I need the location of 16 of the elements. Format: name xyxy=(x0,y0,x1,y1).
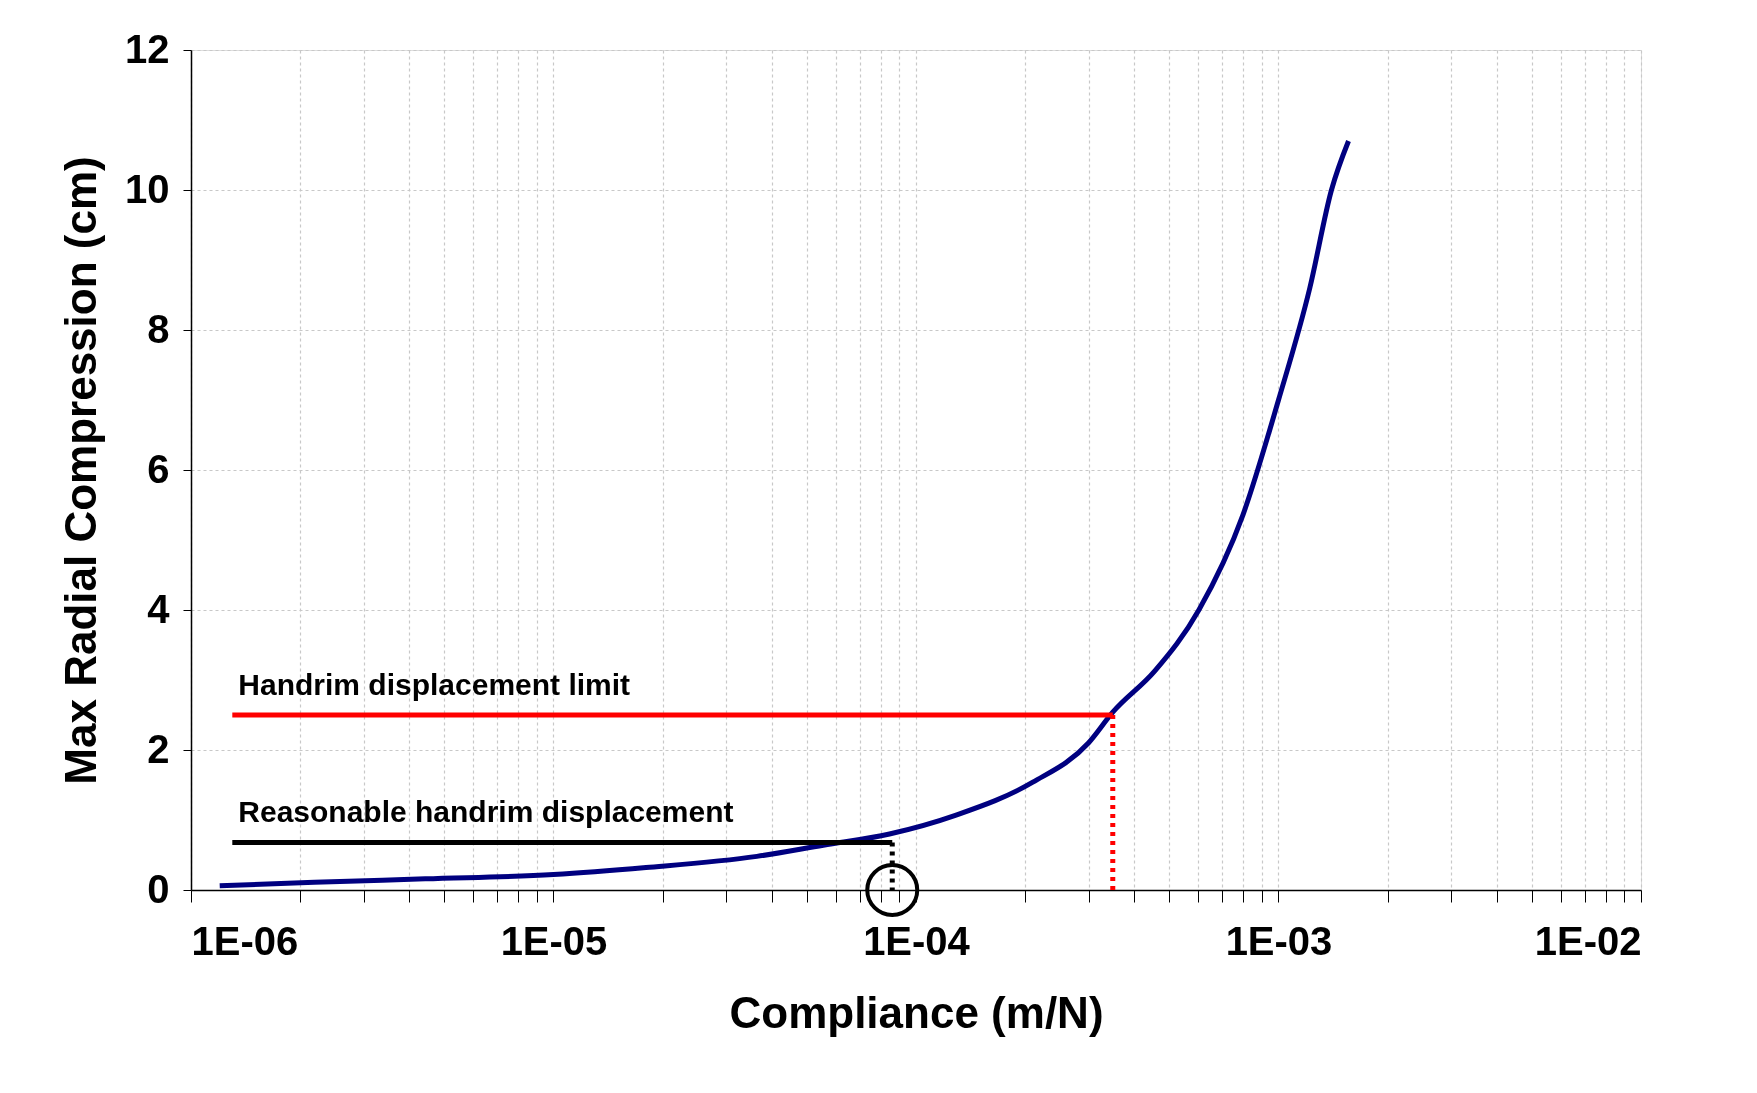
y-axis-title: Max Radial Compression (cm) xyxy=(56,156,106,785)
x-tick-label: 1E-06 xyxy=(191,918,299,963)
y-tick-label: 4 xyxy=(147,586,171,631)
y-tick-label: 10 xyxy=(125,166,170,211)
y-tick-label: 0 xyxy=(147,866,170,911)
x-tick-label: 1E-05 xyxy=(500,918,608,963)
x-tick-label: 1E-04 xyxy=(863,918,971,963)
y-tick-label: 8 xyxy=(147,306,170,351)
x-tick-label: 1E-02 xyxy=(1534,918,1642,963)
x-axis-title: Compliance (m/N) xyxy=(729,987,1104,1037)
y-tick-label: 2 xyxy=(147,726,170,771)
series-label: Handrim displacement limit xyxy=(238,668,631,701)
y-tick-label: 12 xyxy=(125,26,170,71)
x-tick-label: 1E-03 xyxy=(1225,918,1333,963)
series-label: Reasonable handrim displacement xyxy=(238,795,734,829)
y-tick-label: 6 xyxy=(147,446,170,491)
